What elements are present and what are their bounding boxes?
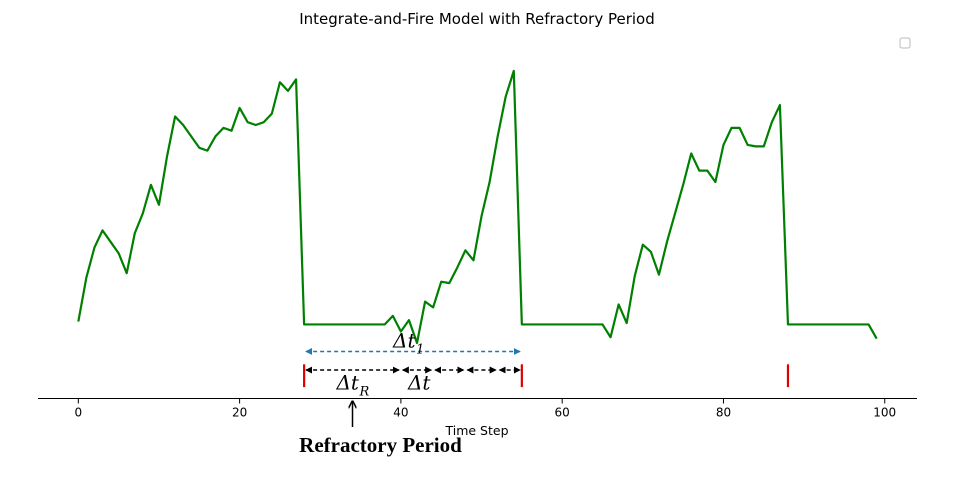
x-tick-label: 100 [873, 406, 896, 420]
legend-box [899, 37, 911, 49]
spike-markers [303, 364, 790, 388]
dt-label: Δt [407, 371, 431, 395]
chart-title: Integrate-and-Fire Model with Refractory… [299, 10, 655, 28]
x-axis-label: Time Step [444, 423, 508, 438]
x-tick-label: 80 [716, 406, 731, 420]
x-ticks: 0 20 40 60 80 100 [75, 398, 896, 420]
refractory-period-note: Refractory Period [299, 433, 462, 457]
interval-annotations [305, 347, 521, 374]
x-tick-label: 0 [75, 406, 83, 420]
dtR-subscript: R [358, 385, 369, 400]
membrane-trace-line [77, 69, 878, 345]
x-tick-label: 20 [232, 406, 247, 420]
dt1-label: Δt [392, 328, 416, 352]
dtR-label: Δt [335, 371, 359, 395]
x-tick-label: 60 [555, 406, 570, 420]
dt1-subscript: 1 [416, 342, 424, 357]
x-tick-label: 40 [393, 406, 408, 420]
